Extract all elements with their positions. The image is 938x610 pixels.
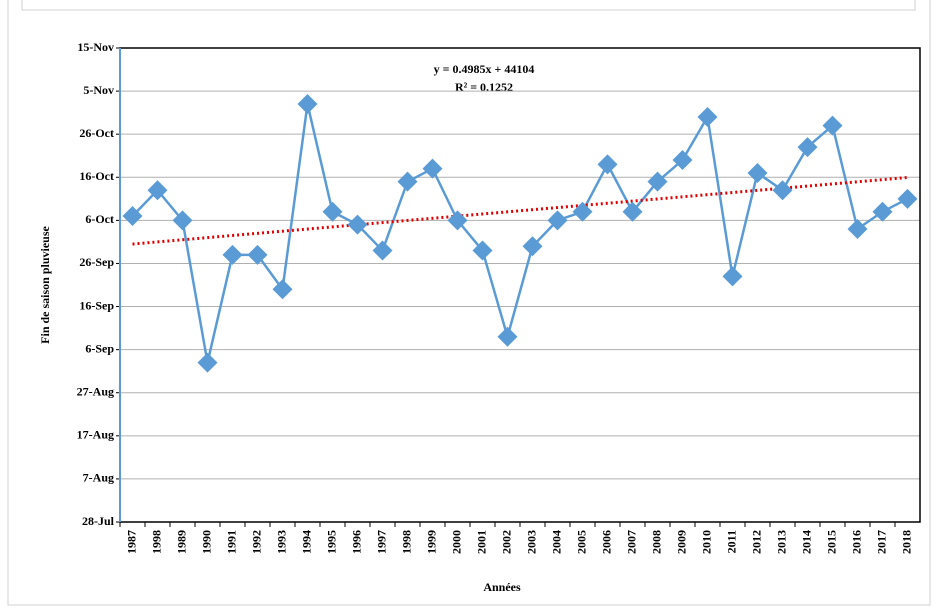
top-frame: [21, 0, 916, 11]
y-tick-label: 6-Sep: [85, 341, 114, 355]
y-tick-label: 6-Oct: [85, 212, 114, 226]
y-tick-label: 5-Nov: [83, 83, 114, 97]
x-tick-label: 2005: [574, 530, 588, 554]
x-tick-label: 1997: [374, 530, 388, 554]
marker: [722, 266, 743, 287]
y-tick-label: 16-Oct: [79, 169, 114, 183]
marker: [522, 236, 543, 257]
x-tick-label: 2015: [824, 530, 838, 554]
marker: [397, 171, 418, 192]
marker: [697, 106, 718, 127]
y-tick-label: 16-Sep: [79, 298, 114, 312]
x-axis-title: Années: [483, 580, 521, 594]
x-tick-label: 1995: [324, 530, 338, 554]
x-tick-label: 1992: [249, 530, 263, 554]
marker: [847, 218, 868, 239]
x-tick-label: 2003: [524, 530, 538, 554]
x-tick-label: 1994: [299, 530, 313, 554]
marker: [422, 158, 443, 179]
marker: [747, 162, 768, 183]
x-tick-label: 2017: [874, 530, 888, 554]
x-tick-label: 2000: [449, 530, 463, 554]
x-tick-label: 1987: [124, 530, 138, 554]
x-tick-label: 2002: [499, 530, 513, 554]
marker: [547, 210, 568, 231]
chart-frame: [7, 0, 931, 606]
y-tick-label: 26-Oct: [79, 126, 114, 140]
x-tick-label: 2010: [699, 530, 713, 554]
marker: [172, 210, 193, 231]
marker: [572, 201, 593, 222]
marker: [897, 188, 918, 209]
x-tick-label: 1989: [174, 530, 188, 554]
marker: [222, 244, 243, 265]
x-tick-label: 1998: [149, 530, 163, 554]
marker: [322, 201, 343, 222]
x-tick-label: 1996: [349, 530, 363, 554]
marker: [297, 94, 318, 115]
y-axis-title: Fin de saison pluvieuse: [38, 225, 52, 343]
marker: [497, 326, 518, 347]
marker: [447, 210, 468, 231]
y-tick-label: 28-Jul: [82, 514, 115, 528]
marker: [822, 115, 843, 136]
marker: [672, 150, 693, 171]
x-tick-label: 2014: [799, 530, 813, 554]
trend-line: [132, 175, 908, 246]
x-tick-label: 1993: [274, 530, 288, 554]
plot-border: [119, 47, 921, 523]
y-tick-label: 15-Nov: [77, 40, 114, 54]
x-tick-label: 2006: [599, 530, 613, 554]
trend-r2: R² = 0.1252: [455, 80, 513, 94]
x-tick-label: 2012: [749, 530, 763, 554]
x-tick-label: 1991: [224, 530, 238, 554]
y-tick-label: 26-Sep: [79, 255, 114, 269]
x-tick-label: 1990: [199, 530, 213, 554]
x-tick-label: 2013: [774, 530, 788, 554]
marker: [247, 244, 268, 265]
x-tick-label: 2001: [474, 530, 488, 554]
marker: [872, 201, 893, 222]
marker: [622, 201, 643, 222]
y-tick-label: 27-Aug: [77, 384, 114, 398]
x-tick-label: 2016: [849, 530, 863, 554]
x-tick-label: 1998: [399, 530, 413, 554]
y-tick-label: 17-Aug: [77, 428, 114, 442]
marker: [197, 352, 218, 373]
marker: [472, 240, 493, 261]
x-tick-label: 1999: [424, 530, 438, 554]
x-tick-label: 2007: [624, 530, 638, 554]
marker: [272, 279, 293, 300]
marker: [347, 214, 368, 235]
marker: [122, 206, 143, 227]
trend-equation: y = 0.4985x + 44104: [434, 62, 535, 76]
marker: [772, 180, 793, 201]
x-tick-label: 2008: [649, 530, 663, 554]
marker: [372, 240, 393, 261]
marker: [147, 180, 168, 201]
marker: [647, 171, 668, 192]
marker: [797, 137, 818, 158]
marker: [597, 154, 618, 175]
y-tick-label: 7-Aug: [83, 471, 114, 485]
x-tick-label: 2018: [899, 530, 913, 554]
x-tick-label: 2011: [724, 530, 738, 553]
x-tick-label: 2009: [674, 530, 688, 554]
x-tick-label: 2004: [549, 530, 563, 554]
